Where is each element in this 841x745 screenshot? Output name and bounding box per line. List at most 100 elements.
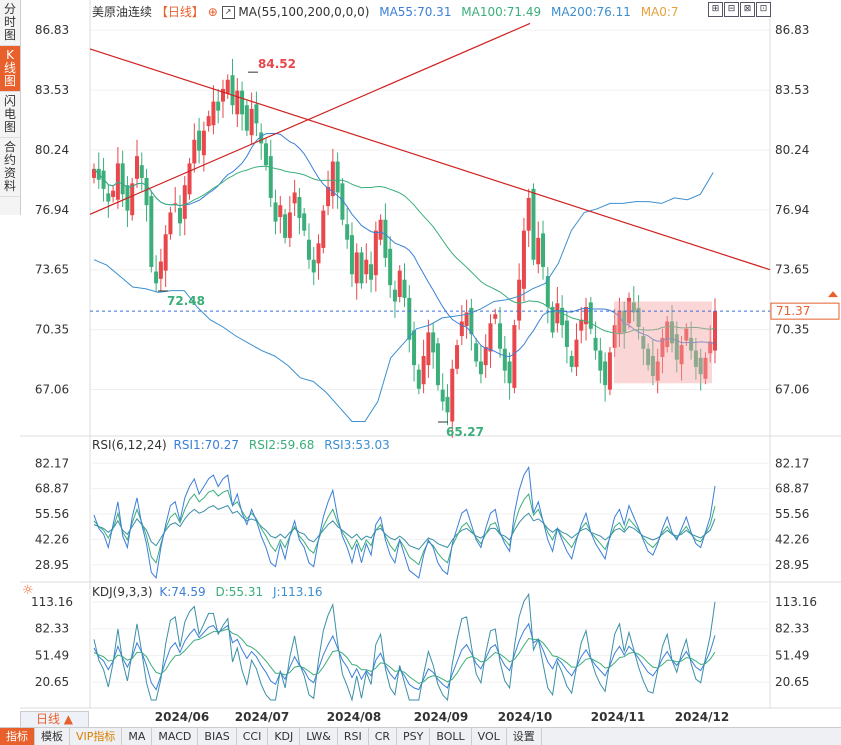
price-alert-icon xyxy=(828,291,838,298)
ma-settings-icon[interactable]: ↗ xyxy=(221,6,235,19)
add-indicator-icon[interactable]: ⊕ xyxy=(207,5,218,19)
candle-body xyxy=(187,163,192,195)
ma-label: MA(55,100,200,0,0,0) xyxy=(238,5,370,19)
period-selector[interactable]: 日线 ▲ xyxy=(20,711,89,728)
overlay-layer: 71.37 84.52 72.48 65.27 xyxy=(89,22,840,439)
kdj-settings-icon[interactable]: ☼ xyxy=(22,583,34,598)
tab-6[interactable]: CCI xyxy=(237,728,269,745)
kdj-tick-right: 20.65 xyxy=(775,675,809,689)
nav-item-2[interactable]: 闪电图 xyxy=(0,92,20,138)
tab-8[interactable]: LW& xyxy=(300,728,338,745)
candle-body xyxy=(249,108,254,136)
candle-body xyxy=(392,289,397,302)
candle-body xyxy=(349,235,354,275)
candle-body xyxy=(378,219,383,240)
candle-body xyxy=(631,302,636,313)
candle-body xyxy=(483,346,488,366)
rsi-tick-right: 68.87 xyxy=(775,482,809,496)
candle-body xyxy=(297,197,302,218)
candle-body xyxy=(679,345,684,365)
ma100-value: MA100:71.49 xyxy=(461,5,542,19)
kdj-k-value: K:74.59 xyxy=(159,585,206,599)
candle-body xyxy=(111,190,116,198)
candle-body xyxy=(369,264,374,280)
candle-body xyxy=(397,270,402,297)
ma100-line xyxy=(93,165,716,335)
candle-body xyxy=(455,345,460,369)
candle-body xyxy=(149,196,154,267)
candle-body xyxy=(431,332,436,353)
period-label[interactable]: 【日线】 xyxy=(155,5,204,19)
tab-11[interactable]: PSY xyxy=(397,728,431,745)
window-button-1[interactable]: ⊞ xyxy=(708,2,723,17)
tab-4[interactable]: MACD xyxy=(152,728,199,745)
candle-body xyxy=(306,239,311,260)
price-tick-right: 70.35 xyxy=(775,323,809,337)
tab-13[interactable]: VOL xyxy=(472,728,507,745)
candle-body xyxy=(713,311,717,351)
candle-body xyxy=(220,88,225,102)
tab-1[interactable]: 模板 xyxy=(35,728,70,745)
axis-layer: 86.83 86.83 83.53 83.53 80.24 80.24 76.94 76.94… xyxy=(31,23,817,724)
candle-body xyxy=(426,332,431,366)
price-tick-left: 83.53 xyxy=(35,83,69,97)
rsi-legend: RSI(6,12,24) RSI1:70.27 RSI2:59.68 RSI3:… xyxy=(92,438,390,452)
tab-5[interactable]: BIAS xyxy=(198,728,237,745)
window-button-2[interactable]: ⊟ xyxy=(724,2,739,17)
rsi3-line xyxy=(93,504,716,550)
candle-body xyxy=(201,130,206,156)
candle-body xyxy=(302,213,307,231)
price-tick-left: 67.06 xyxy=(35,382,69,396)
tab-3[interactable]: MA xyxy=(122,728,153,745)
candle-body xyxy=(550,306,555,333)
candle-body xyxy=(168,212,173,235)
candle-body xyxy=(120,163,125,195)
tab-7[interactable]: KDJ xyxy=(268,728,301,745)
candle-body xyxy=(407,297,412,340)
low1-price-label: 72.48 xyxy=(167,294,205,308)
price-tick-left: 86.83 xyxy=(35,23,69,37)
tab-14[interactable]: 设置 xyxy=(507,728,542,745)
price-tick-right: 80.24 xyxy=(775,143,809,157)
candle-body xyxy=(603,361,608,386)
candle-body xyxy=(650,356,655,377)
price-tick-left: 80.24 xyxy=(35,143,69,157)
candle-body xyxy=(230,75,235,106)
nav-item-0[interactable]: 分时图 xyxy=(0,0,20,46)
candle-body xyxy=(655,361,660,381)
kdj-d-value: D:55.31 xyxy=(215,585,264,599)
window-button-3[interactable]: ⊠ xyxy=(740,2,755,17)
kdj-layer xyxy=(93,592,716,702)
trend-line-down xyxy=(89,48,771,271)
candle-body xyxy=(674,334,679,360)
candle-body xyxy=(569,356,574,367)
candle-body xyxy=(259,132,264,144)
candle-body xyxy=(584,306,589,325)
kdj-tick-left: 82.33 xyxy=(35,622,69,636)
tab-9[interactable]: RSI xyxy=(338,728,369,745)
nav-item-3[interactable]: 合约资料 xyxy=(0,138,20,197)
kdj-tick-left: 51.49 xyxy=(35,648,69,662)
candle-body xyxy=(106,193,111,202)
candle-body xyxy=(512,325,517,388)
tab-2[interactable]: VIP指标 xyxy=(70,728,123,745)
ma200-line xyxy=(93,172,714,422)
date-tick: 2024/12 xyxy=(675,710,729,724)
tab-10[interactable]: CR xyxy=(369,728,398,745)
candle-body xyxy=(92,168,96,178)
price-tick-right: 86.83 xyxy=(775,23,809,37)
candle-body xyxy=(469,307,474,335)
candle-body xyxy=(612,325,617,348)
window-button-4[interactable]: ⊡ xyxy=(756,2,771,17)
candle-body xyxy=(177,207,182,224)
candle-body xyxy=(163,234,168,271)
tab-0[interactable]: 指标 xyxy=(0,728,35,745)
candle-body xyxy=(211,101,216,126)
candle-body xyxy=(450,368,455,422)
price-tick-right: 67.06 xyxy=(775,382,809,396)
tab-12[interactable]: BOLL xyxy=(430,728,472,745)
candle-body xyxy=(703,357,708,379)
price-tick-right: 73.65 xyxy=(775,263,809,277)
candle-body xyxy=(708,341,713,354)
